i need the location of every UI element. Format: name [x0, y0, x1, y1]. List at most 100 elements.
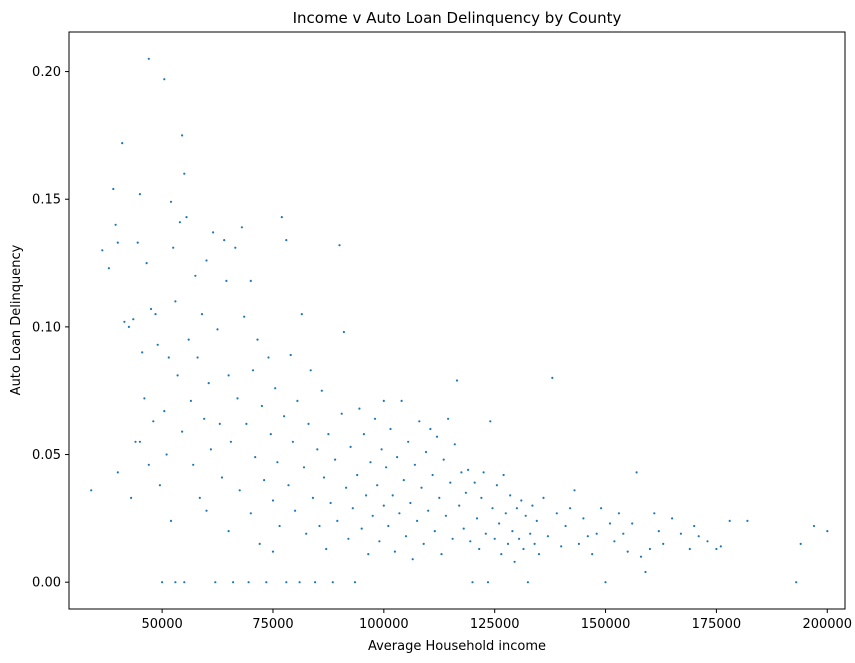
data-point	[812, 524, 816, 528]
data-point	[167, 356, 170, 359]
data-point	[174, 581, 177, 584]
data-point	[216, 328, 219, 331]
data-point	[396, 456, 399, 459]
data-point	[356, 473, 359, 477]
y-tick-label: 0.05	[32, 448, 61, 463]
data-point	[657, 530, 660, 533]
x-tick-label: 50000	[141, 617, 182, 632]
data-point	[112, 187, 115, 191]
data-point	[205, 259, 208, 262]
data-point	[189, 399, 192, 402]
data-point	[243, 315, 246, 318]
data-point	[631, 522, 634, 525]
data-point	[506, 542, 510, 546]
data-point	[225, 279, 228, 282]
data-point	[187, 338, 190, 341]
data-point	[283, 415, 286, 418]
data-point	[382, 504, 385, 507]
data-point	[165, 453, 168, 456]
data-point	[515, 507, 519, 510]
data-point	[147, 463, 150, 466]
data-point	[123, 320, 126, 323]
plot-frame	[68, 31, 846, 610]
data-point	[149, 307, 153, 311]
data-point	[198, 496, 201, 499]
data-point	[107, 267, 110, 270]
data-point	[509, 494, 512, 497]
data-point	[318, 524, 321, 528]
data-point	[358, 407, 361, 410]
data-point	[154, 313, 157, 316]
data-point	[407, 440, 410, 443]
data-point	[121, 142, 124, 145]
data-point	[258, 542, 261, 546]
data-point	[542, 496, 545, 499]
data-point	[535, 519, 538, 523]
data-point	[285, 581, 288, 584]
data-point	[826, 530, 829, 533]
data-point	[746, 519, 749, 523]
data-point	[214, 581, 217, 584]
data-point	[418, 420, 421, 423]
data-point	[176, 374, 179, 377]
data-point	[671, 517, 674, 520]
data-point	[382, 399, 385, 402]
data-point	[351, 507, 354, 510]
data-point	[442, 458, 445, 461]
data-point	[393, 550, 396, 553]
data-point	[218, 422, 221, 425]
data-point	[453, 443, 456, 446]
data-point	[227, 374, 230, 377]
data-point	[143, 397, 146, 400]
x-tick-label: 150000	[581, 617, 631, 632]
data-point	[234, 246, 237, 249]
data-point	[391, 494, 394, 497]
data-point	[484, 532, 487, 535]
data-point	[648, 547, 652, 551]
data-point	[263, 479, 266, 482]
y-tick-label: 0.10	[32, 320, 61, 335]
data-point	[236, 397, 239, 400]
data-point	[577, 542, 581, 546]
data-point	[486, 581, 490, 584]
data-point	[715, 547, 718, 551]
data-point	[141, 351, 144, 354]
data-point	[269, 433, 272, 436]
data-point	[404, 535, 408, 538]
y-tick-label: 0.20	[32, 65, 61, 80]
data-point	[378, 540, 381, 543]
x-tick-label: 200000	[802, 617, 852, 632]
data-point	[163, 78, 166, 81]
data-point	[181, 430, 184, 433]
data-point	[183, 581, 186, 584]
data-point	[622, 532, 625, 535]
data-point	[276, 461, 279, 464]
data-point	[480, 496, 483, 499]
data-point	[688, 547, 691, 551]
data-point	[400, 399, 403, 402]
data-point	[227, 530, 230, 533]
data-point	[520, 499, 523, 502]
data-point	[799, 542, 802, 546]
data-point	[329, 501, 332, 505]
data-point	[300, 313, 303, 316]
data-point	[212, 231, 215, 234]
data-point	[482, 471, 485, 474]
data-point	[134, 440, 137, 443]
data-point	[265, 581, 268, 584]
data-point	[551, 376, 554, 379]
data-point	[522, 547, 525, 551]
data-point	[373, 417, 377, 420]
data-point	[626, 550, 629, 553]
data-point	[489, 420, 492, 423]
data-point	[662, 542, 665, 546]
data-point	[795, 581, 798, 584]
data-point	[274, 387, 277, 390]
data-point	[526, 581, 530, 584]
data-point	[582, 517, 585, 520]
data-point	[433, 530, 436, 533]
x-tick-label: 175000	[692, 617, 742, 632]
data-point	[529, 532, 532, 535]
data-point	[172, 246, 175, 249]
data-point	[639, 555, 643, 558]
